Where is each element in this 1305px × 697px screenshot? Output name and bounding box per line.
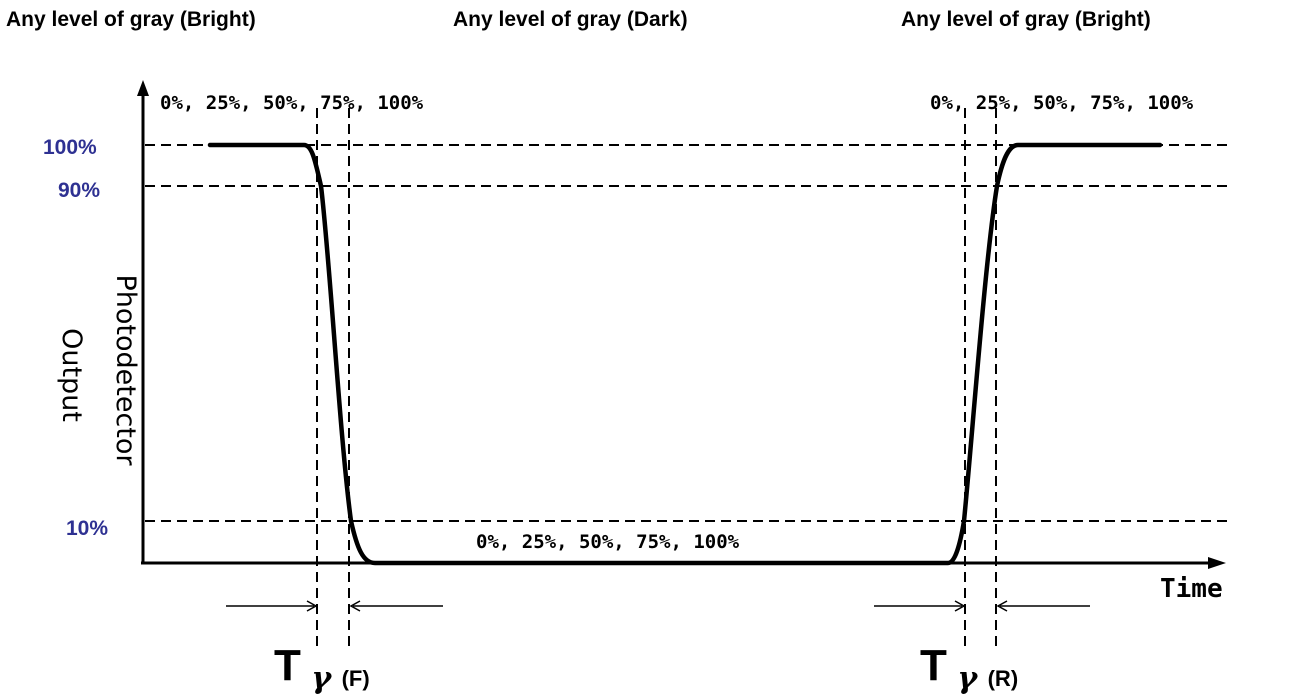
level-label-90: 90% [58,179,100,202]
fall-time-suffix: (F) [342,666,370,691]
level-lines [145,144,1228,522]
rise-arrowhead-right-icon [996,600,1008,612]
gray-levels-bottom: 0%, 25%, 50%, 75%, 100% [476,531,740,553]
rise-arrowhead-left-icon [954,600,966,612]
marker-lines [316,108,997,650]
fall-time-main: T [274,641,301,690]
level-label-100: 100% [43,136,97,159]
fall-arrowhead-left-icon [306,600,318,612]
rise-time-label: T γ (R) [920,641,1018,696]
level-label-10: 10% [66,517,108,540]
fall-time-label: T γ (F) [274,641,370,696]
rise-time-suffix: (R) [988,666,1019,691]
gray-levels-top-right: 0%, 25%, 50%, 75%, 100% [930,92,1194,114]
photodetector-waveform [207,142,1163,566]
fall-arrowhead-right-icon [349,600,361,612]
fall-time-sub: γ [311,661,332,696]
header-middle: Any level of gray (Dark) [453,8,688,31]
y-axis-arrow-icon [137,80,149,96]
x-axis-arrow-icon [1208,557,1226,569]
header-left: Any level of gray (Bright) [6,8,256,31]
fall-time-arrows [226,600,443,612]
y-axis-label-line1: Photodetector [110,274,141,466]
rise-time-sub: γ [957,661,978,696]
rise-time-arrows [874,600,1090,612]
rise-time-main: T [920,641,947,690]
x-axis-label: Time [1160,574,1223,604]
gray-levels-top-left: 0%, 25%, 50%, 75%, 100% [160,92,424,114]
y-axis-label-line2: Output [56,328,87,422]
axes [141,90,1210,565]
header-right: Any level of gray (Bright) [901,8,1151,31]
